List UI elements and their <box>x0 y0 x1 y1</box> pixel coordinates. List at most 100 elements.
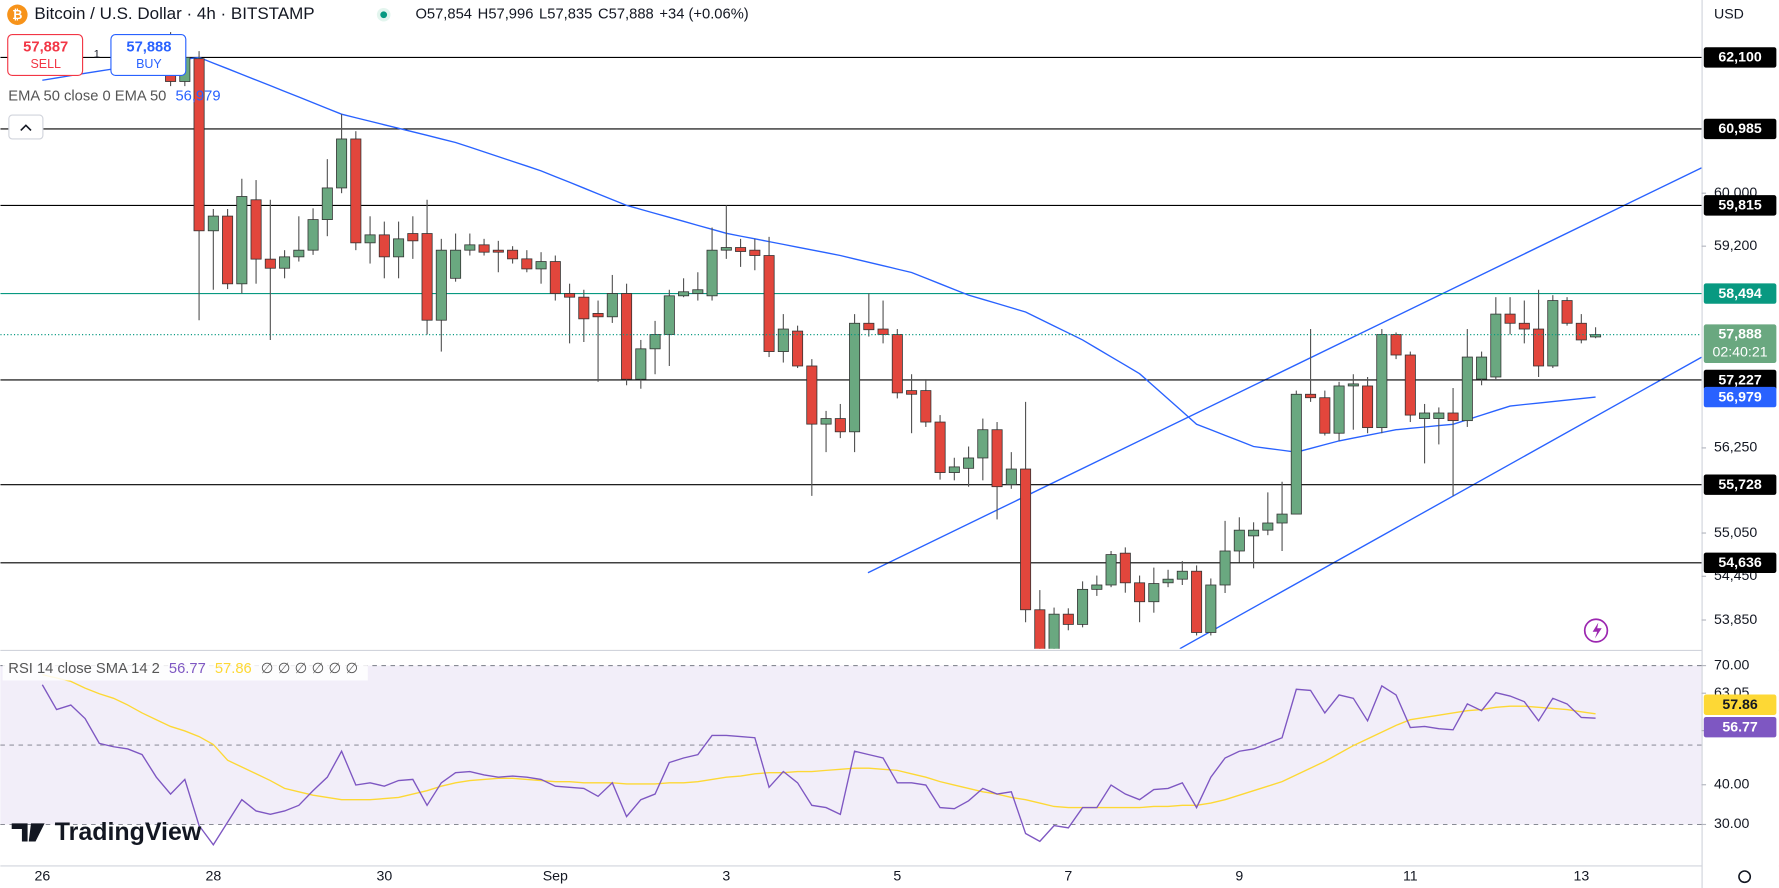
candle-body <box>1219 550 1231 586</box>
ema-legend[interactable]: EMA 50 close 0 EMA 50 56,979 <box>8 88 220 104</box>
ohlc-key: C <box>598 7 609 23</box>
candle-body <box>706 249 718 297</box>
candle-body <box>293 249 305 258</box>
candle-body <box>1333 385 1345 434</box>
candle-body <box>193 58 205 232</box>
candle-body <box>264 258 276 269</box>
settings-icon[interactable] <box>1738 870 1752 884</box>
rsi-pane <box>0 665 1702 825</box>
rsi-legend[interactable]: RSI 14 close SMA 14 2 56.77 57.86 ∅ ∅ ∅ ∅ ∅… <box>8 661 358 677</box>
candle-body <box>891 334 903 394</box>
sell-button[interactable] <box>7 34 84 76</box>
candle-body <box>378 234 390 258</box>
candle-body <box>735 247 747 252</box>
candle-body <box>1262 522 1274 531</box>
horizontal-line-label: 58,494 <box>1718 286 1761 302</box>
spread: 1 <box>94 48 100 60</box>
ohlc-value: 57,835 <box>547 7 592 23</box>
ohlc-key: H <box>478 7 489 23</box>
horizontal-line-label: 60,985 <box>1718 121 1761 137</box>
rsi-line <box>41 684 1596 846</box>
ema-label-bg <box>1703 386 1777 408</box>
price-axis <box>1701 0 1779 888</box>
candle-body <box>621 293 633 380</box>
candle-body <box>222 215 234 285</box>
candle-body <box>321 187 333 220</box>
candle-body <box>877 328 889 335</box>
candle-body <box>521 258 533 270</box>
candle-body <box>963 457 975 469</box>
candle-body <box>535 261 547 270</box>
x-tick-label: Sep <box>543 868 568 884</box>
candle-body <box>635 348 647 380</box>
candle-body <box>920 390 932 423</box>
candle-body <box>934 421 946 473</box>
candle-body <box>863 322 875 331</box>
candle-body <box>1176 570 1188 580</box>
ema-legend-text: EMA 50 close 0 EMA 50 <box>8 88 166 104</box>
horizontal-line-label-bg <box>1703 118 1777 140</box>
x-tick-label: 13 <box>1573 868 1589 884</box>
candle-body <box>1005 468 1017 485</box>
rsi-value-label: 56.77 <box>1722 720 1758 736</box>
candle-body <box>492 249 504 253</box>
candle-body <box>1433 412 1445 419</box>
candle-body <box>478 244 490 253</box>
ohlc-value: 57,854 <box>427 7 472 23</box>
candle-body <box>1091 584 1103 590</box>
candle-body <box>1148 583 1160 603</box>
candle-body <box>578 296 590 320</box>
candle-body <box>792 330 804 367</box>
candle-body <box>1233 529 1245 552</box>
candle-body <box>806 365 818 425</box>
ohlc-value: 57,996 <box>488 7 533 23</box>
candle-body <box>1419 412 1431 419</box>
rsi-value-label-bg <box>1703 694 1777 715</box>
candle-body <box>1461 356 1473 422</box>
candle-body <box>1347 383 1359 387</box>
candle-body <box>948 466 960 473</box>
rsi-value-label-bg <box>1703 717 1777 738</box>
horizontal-line-label: 62,100 <box>1718 50 1761 66</box>
x-tick-label: 28 <box>205 868 221 884</box>
ohlc-key: O <box>415 7 426 23</box>
candle-body <box>1248 529 1260 537</box>
trend-line[interactable] <box>1179 356 1702 649</box>
price-pane <box>0 32 1702 649</box>
candle-body <box>450 249 462 279</box>
rsi-legend-bg <box>2 657 368 681</box>
candle-body <box>1447 412 1459 422</box>
collapse-button[interactable] <box>8 114 44 140</box>
candle-body <box>1062 613 1074 625</box>
rsi-line <box>42 673 1596 809</box>
candle-body <box>1034 609 1046 649</box>
symbol-title[interactable]: Bitcoin / U.S. Dollar · 4h · BITSTAMP <box>34 4 314 23</box>
currency[interactable]: USD <box>1714 6 1744 22</box>
candle-body <box>820 418 832 425</box>
candle-body <box>1305 393 1317 399</box>
candle-body <box>1205 584 1217 633</box>
ohlc-key: L <box>539 7 547 23</box>
buy-button[interactable] <box>110 34 187 76</box>
candle-body <box>207 215 219 232</box>
candle-body <box>421 233 433 321</box>
candle-body <box>1575 322 1587 341</box>
candle-body <box>663 295 675 335</box>
candle-body <box>1518 322 1530 330</box>
y-tick-label: 55,050 <box>1714 525 1757 541</box>
candle-body <box>1162 578 1174 584</box>
candle-body <box>250 199 262 260</box>
candle-body <box>763 255 775 352</box>
candle-body <box>364 234 376 244</box>
candle-body <box>1290 393 1302 515</box>
brand-name[interactable]: TradingView <box>55 818 202 846</box>
trend-line[interactable] <box>867 167 1702 574</box>
candle-body <box>592 313 604 318</box>
ohlc-value: 57,888 <box>609 7 654 23</box>
candle-body <box>336 138 348 189</box>
horizontal-line-label-bg <box>1703 474 1777 495</box>
ema-label: 56,979 <box>1718 389 1761 405</box>
candle-body <box>1362 385 1374 429</box>
countdown: 02:40:21 <box>1713 345 1768 361</box>
